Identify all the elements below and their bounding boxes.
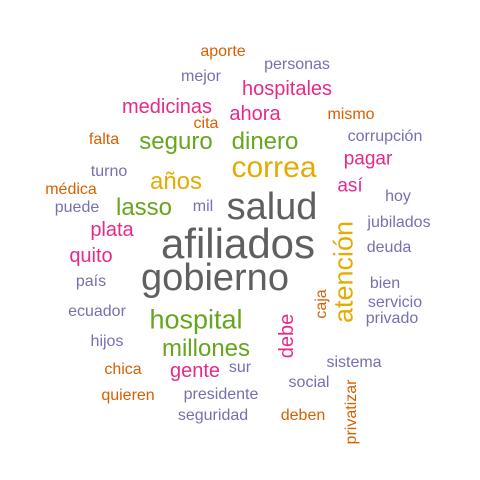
cloud-word: falta: [88, 131, 120, 148]
cloud-word: hospital: [149, 304, 243, 335]
cloud-word: medicinas: [121, 96, 213, 118]
cloud-word: seguro: [139, 128, 213, 155]
cloud-word: afiliados: [160, 220, 316, 267]
cloud-word: jubilados: [367, 214, 431, 231]
cloud-word: dinero: [231, 128, 299, 155]
cloud-word: mismo: [327, 106, 375, 123]
cloud-word: privatizar: [343, 379, 360, 445]
cloud-word: servicio: [367, 294, 423, 311]
cloud-word: correa: [231, 151, 317, 184]
cloud-word: hospitales: [241, 78, 333, 100]
cloud-word: sistema: [326, 354, 382, 371]
cloud-word: sur: [228, 359, 252, 376]
cloud-word: mil: [192, 198, 214, 215]
cloud-word: turno: [90, 163, 128, 180]
cloud-word: mejor: [180, 68, 222, 85]
cloud-word: debe: [276, 313, 298, 359]
cloud-word: social: [288, 374, 330, 391]
cloud-word: gobierno: [141, 257, 289, 299]
cloud-word: quieren: [101, 387, 155, 404]
cloud-word: puede: [54, 199, 100, 216]
cloud-word: hijos: [90, 333, 124, 350]
cloud-word: pagar: [343, 148, 393, 170]
cloud-word: médica: [45, 181, 97, 198]
cloud-word: gente: [169, 360, 221, 382]
cloud-word: ecuador: [68, 303, 126, 320]
cloud-word: chica: [104, 361, 142, 378]
cloud-word: hoy: [385, 188, 411, 205]
cloud-word: bien: [369, 275, 401, 292]
cloud-word: presidente: [183, 386, 259, 403]
cloud-word: atención: [328, 220, 359, 324]
cloud-word: quito: [69, 245, 113, 267]
cloud-word: país: [75, 273, 107, 290]
cloud-word: aporte: [200, 43, 246, 60]
cloud-word: así: [337, 175, 363, 197]
cloud-word: años: [149, 168, 203, 195]
cloud-word: cita: [193, 115, 219, 132]
cloud-word: lasso: [115, 194, 173, 221]
cloud-word: deuda: [366, 239, 412, 256]
cloud-word: corrupción: [347, 128, 423, 145]
cloud-word: ahora: [229, 103, 281, 125]
cloud-word: salud: [226, 186, 318, 228]
cloud-word: privado: [365, 310, 419, 327]
cloud-word: plata: [90, 219, 134, 241]
cloud-word: seguridad: [177, 407, 249, 424]
cloud-word: deben: [280, 407, 326, 424]
cloud-word: millones: [161, 335, 251, 362]
cloud-word: personas: [264, 56, 330, 73]
cloud-word: caja: [313, 289, 330, 319]
